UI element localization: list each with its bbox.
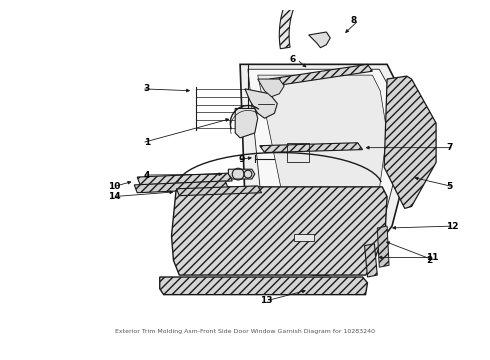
Polygon shape [134, 181, 228, 193]
Polygon shape [270, 64, 372, 86]
Text: 14: 14 [108, 192, 121, 201]
Polygon shape [137, 173, 232, 185]
Text: 5: 5 [446, 183, 452, 192]
Text: 4: 4 [144, 171, 150, 180]
Polygon shape [176, 186, 262, 196]
Text: 8: 8 [351, 16, 357, 25]
Polygon shape [160, 277, 368, 294]
Polygon shape [279, 0, 355, 49]
Polygon shape [245, 89, 277, 118]
Text: 7: 7 [446, 143, 452, 152]
Text: 1: 1 [144, 138, 150, 147]
Polygon shape [309, 32, 330, 48]
Polygon shape [172, 187, 387, 275]
Text: 6: 6 [289, 55, 295, 64]
Polygon shape [384, 76, 436, 208]
Polygon shape [258, 79, 284, 97]
Polygon shape [240, 64, 407, 275]
Text: 3: 3 [144, 84, 150, 93]
Text: 13: 13 [260, 296, 272, 305]
Text: 9: 9 [239, 155, 245, 164]
Polygon shape [228, 169, 255, 179]
Polygon shape [260, 143, 363, 153]
Polygon shape [235, 108, 258, 138]
Text: 11: 11 [426, 253, 439, 262]
Polygon shape [294, 234, 314, 241]
Polygon shape [365, 244, 377, 277]
Polygon shape [258, 75, 387, 255]
Polygon shape [377, 226, 389, 267]
Text: 10: 10 [108, 183, 121, 192]
Text: 12: 12 [446, 221, 459, 230]
Text: Exterior Trim Molding Asm-Front Side Door Window Garnish Diagram for 10283240: Exterior Trim Molding Asm-Front Side Doo… [115, 329, 375, 334]
Text: 2: 2 [426, 256, 433, 265]
Polygon shape [248, 69, 397, 268]
